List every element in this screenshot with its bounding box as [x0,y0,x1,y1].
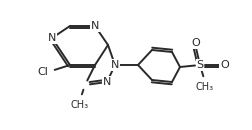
Text: N: N [102,77,111,87]
Text: O: O [191,38,200,48]
Text: O: O [219,60,228,70]
Text: N: N [110,60,119,70]
Text: S: S [196,60,203,70]
Text: Cl: Cl [37,67,48,77]
Text: CH₃: CH₃ [71,100,89,110]
Text: CH₃: CH₃ [195,82,213,92]
Text: N: N [48,33,56,43]
Text: N: N [90,21,99,31]
